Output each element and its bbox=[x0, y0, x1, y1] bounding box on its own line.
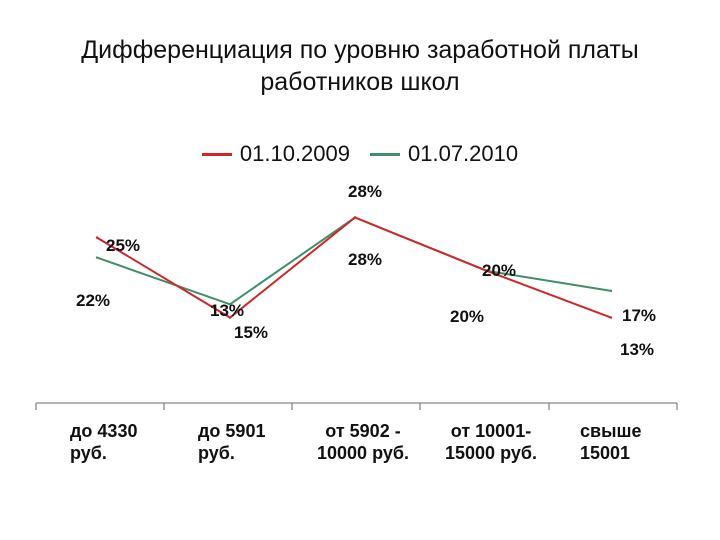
legend-item-series-1: 01.10.2009 bbox=[201, 141, 350, 167]
data-label-series-1-point-5: 13% bbox=[620, 340, 654, 359]
data-label-series-1-point-2: 13% bbox=[210, 301, 244, 320]
x-tick-label-2: до 5901 руб. bbox=[198, 421, 266, 463]
x-tick-label-4: от 10001- 15000 руб. bbox=[445, 421, 537, 463]
series-1-point-2 bbox=[228, 316, 232, 319]
legend-label-series-2: 01.07.2010 bbox=[408, 141, 519, 166]
chart-title-line-2: работников школ bbox=[260, 68, 460, 96]
data-label-series-2-point-4: 20% bbox=[450, 307, 484, 326]
series-1-point-3 bbox=[353, 216, 357, 219]
legend-swatch-series-2 bbox=[370, 152, 400, 156]
x-tick-label-5: свыше 15001 bbox=[580, 421, 642, 463]
series-1-point-4 bbox=[485, 269, 489, 273]
x-tick-label-1: до 4330 руб. bbox=[70, 421, 138, 463]
data-label-series-2-point-1: 22% bbox=[76, 291, 110, 310]
legend-item-series-2: 01.07.2010 bbox=[370, 141, 518, 167]
series-1-point-5 bbox=[609, 316, 613, 319]
data-label-series-2-point-3: 28% bbox=[348, 182, 382, 201]
chart-title: Дифференциация по уровню заработной плат… bbox=[0, 34, 720, 98]
data-label-series-1-point-1: 25% bbox=[106, 236, 140, 255]
series-2-point-5 bbox=[609, 289, 613, 293]
data-label-series-2-point-2: 15% bbox=[234, 323, 268, 342]
data-label-series-1-point-4: 20% bbox=[482, 261, 516, 280]
legend-swatch-series-1 bbox=[201, 152, 232, 156]
series-2-point-1 bbox=[95, 256, 99, 259]
data-label-series-2-point-5: 17% bbox=[622, 306, 656, 325]
series-1-point-1 bbox=[95, 236, 99, 239]
series-2-point-2 bbox=[228, 303, 232, 306]
data-label-series-1-point-3: 28% bbox=[348, 250, 382, 269]
legend-label-series-1: 01.10.2009 bbox=[239, 141, 350, 166]
legend: 01.10.2009 01.07.2010 bbox=[0, 141, 720, 167]
x-tick-label-3: от 5902 -10000 руб. bbox=[317, 421, 409, 463]
chart-title-line-1: Дифференциация по уровню заработной плат… bbox=[81, 36, 639, 64]
